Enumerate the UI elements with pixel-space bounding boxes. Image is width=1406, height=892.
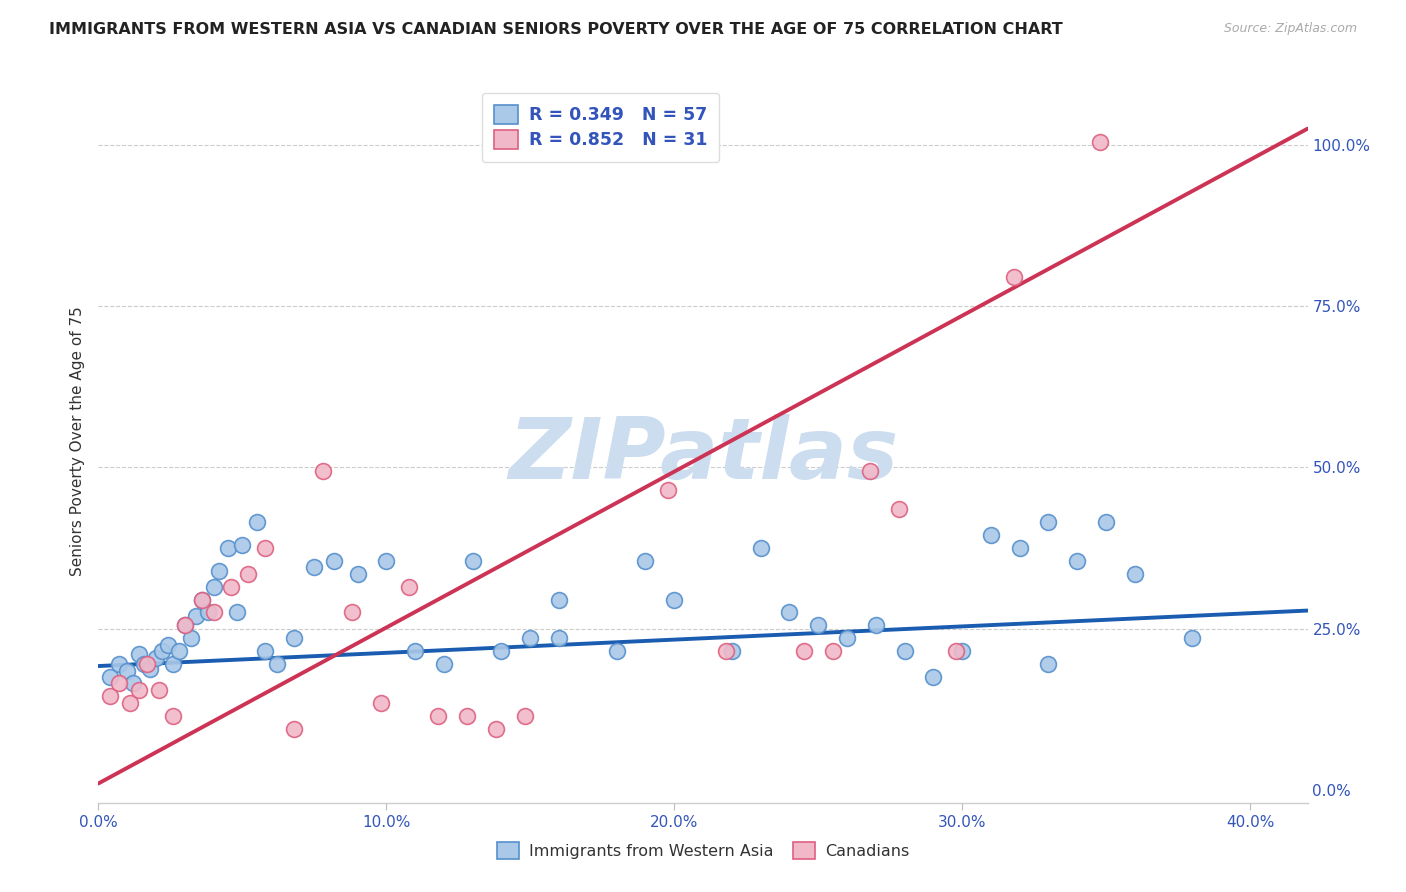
Point — [145, 650, 167, 665]
Point — [148, 682, 170, 697]
Point — [461, 554, 484, 568]
Point — [887, 502, 910, 516]
Point — [340, 606, 363, 620]
Point — [427, 708, 450, 723]
Point — [859, 464, 882, 478]
Point — [120, 696, 142, 710]
Point — [404, 644, 426, 658]
Point — [304, 560, 326, 574]
Point — [1090, 135, 1112, 149]
Point — [283, 632, 305, 646]
Point — [134, 657, 156, 672]
Point — [1008, 541, 1031, 555]
Point — [1002, 270, 1025, 285]
Point — [375, 554, 398, 568]
Text: IMMIGRANTS FROM WESTERN ASIA VS CANADIAN SENIORS POVERTY OVER THE AGE OF 75 CORR: IMMIGRANTS FROM WESTERN ASIA VS CANADIAN… — [49, 22, 1063, 37]
Point — [749, 541, 772, 555]
Point — [150, 644, 173, 658]
Point — [323, 554, 346, 568]
Point — [115, 664, 138, 678]
Point — [312, 464, 335, 478]
Point — [720, 644, 742, 658]
Point — [186, 608, 208, 623]
Point — [346, 566, 368, 581]
Y-axis label: Seniors Poverty Over the Age of 75: Seniors Poverty Over the Age of 75 — [69, 307, 84, 576]
Text: ZIPatlas: ZIPatlas — [508, 415, 898, 498]
Point — [107, 676, 129, 690]
Point — [893, 644, 915, 658]
Point — [136, 657, 159, 672]
Point — [254, 644, 277, 658]
Point — [1095, 515, 1118, 529]
Point — [167, 644, 190, 658]
Point — [225, 606, 247, 620]
Point — [793, 644, 815, 658]
Point — [922, 670, 945, 684]
Point — [433, 657, 456, 672]
Point — [156, 638, 179, 652]
Point — [283, 722, 305, 736]
Point — [1066, 554, 1088, 568]
Point — [1038, 657, 1060, 672]
Point — [202, 606, 225, 620]
Point — [139, 662, 162, 676]
Point — [191, 592, 214, 607]
Point — [217, 541, 239, 555]
Point — [778, 606, 800, 620]
Point — [122, 676, 145, 690]
Point — [98, 690, 121, 704]
Point — [208, 564, 231, 578]
Point — [202, 580, 225, 594]
Point — [485, 722, 508, 736]
Point — [162, 708, 184, 723]
Point — [246, 515, 269, 529]
Point — [219, 580, 242, 594]
Point — [173, 618, 195, 632]
Point — [398, 580, 420, 594]
Point — [821, 644, 844, 658]
Point — [548, 632, 571, 646]
Point — [107, 657, 129, 672]
Point — [236, 566, 259, 581]
Point — [1181, 632, 1204, 646]
Point — [456, 708, 478, 723]
Point — [714, 644, 737, 658]
Legend: Immigrants from Western Asia, Canadians: Immigrants from Western Asia, Canadians — [489, 834, 917, 867]
Point — [657, 483, 679, 497]
Point — [513, 708, 536, 723]
Point — [231, 538, 253, 552]
Point — [634, 554, 657, 568]
Point — [370, 696, 392, 710]
Point — [1038, 515, 1060, 529]
Point — [1123, 566, 1146, 581]
Point — [128, 648, 150, 662]
Point — [835, 632, 858, 646]
Point — [180, 632, 202, 646]
Point — [128, 682, 150, 697]
Point — [197, 606, 219, 620]
Point — [173, 618, 195, 632]
Point — [945, 644, 967, 658]
Point — [266, 657, 288, 672]
Point — [807, 618, 830, 632]
Point — [950, 644, 973, 658]
Point — [664, 592, 686, 607]
Point — [548, 592, 571, 607]
Point — [980, 528, 1002, 542]
Point — [254, 541, 277, 555]
Point — [865, 618, 887, 632]
Point — [98, 670, 121, 684]
Point — [191, 592, 214, 607]
Text: Source: ZipAtlas.com: Source: ZipAtlas.com — [1223, 22, 1357, 36]
Point — [606, 644, 628, 658]
Point — [491, 644, 513, 658]
Point — [162, 657, 184, 672]
Point — [519, 632, 541, 646]
